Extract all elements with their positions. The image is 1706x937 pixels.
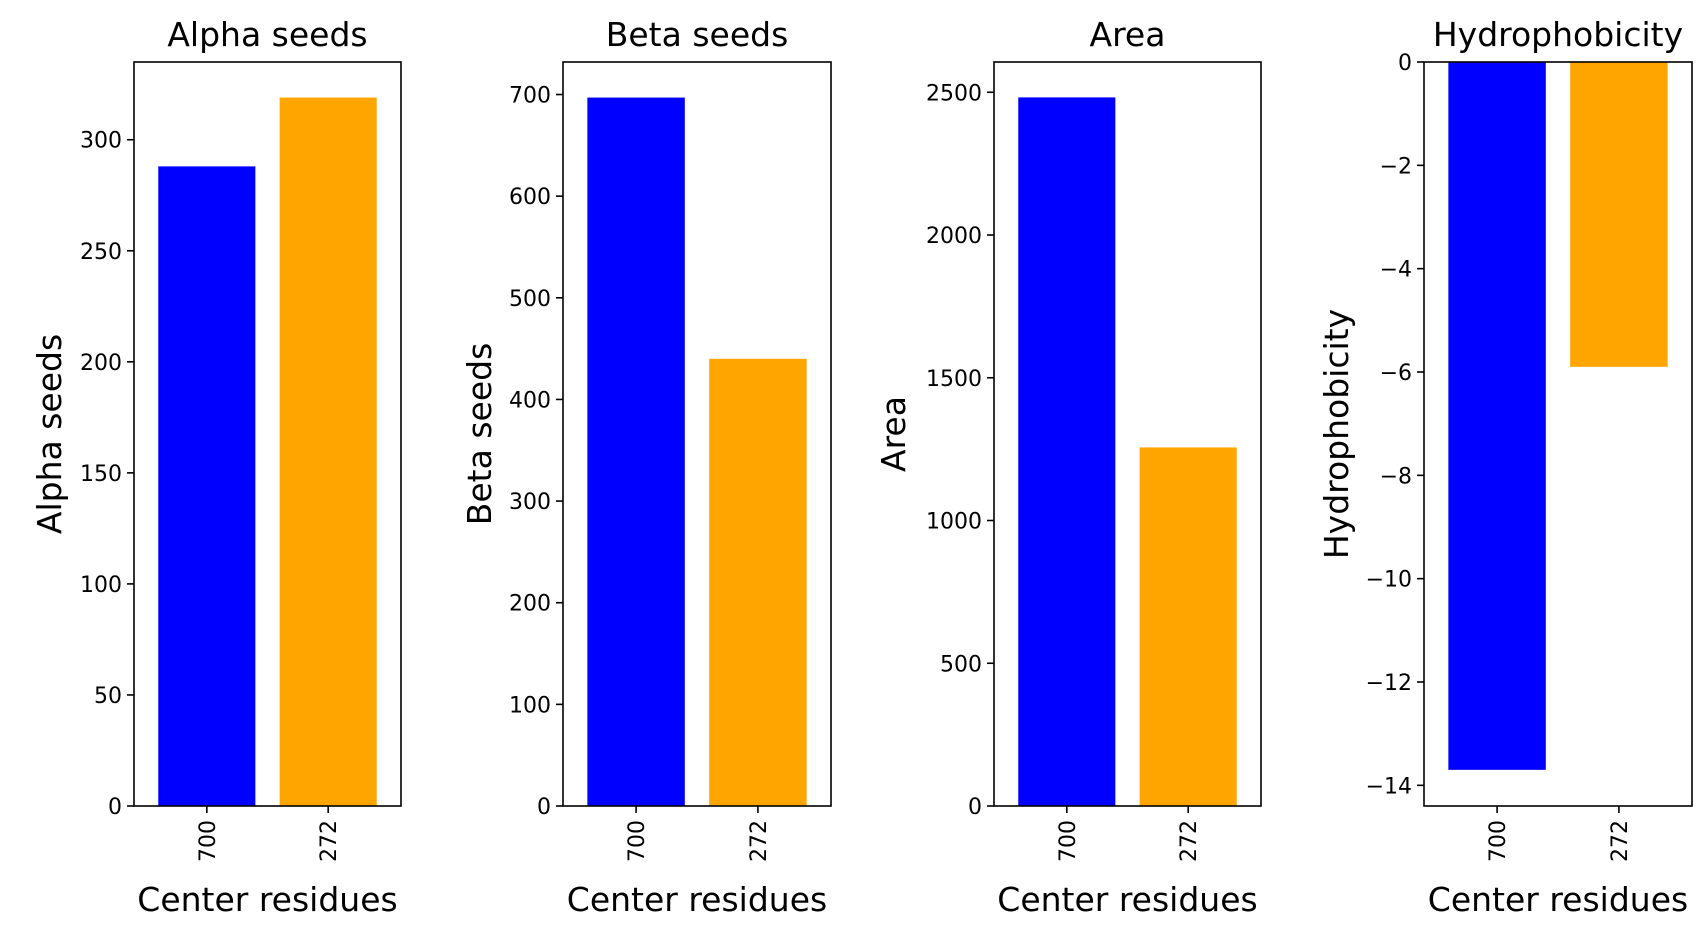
x-axis-label: Center residues <box>567 880 827 919</box>
y-tick-label: 200 <box>80 351 122 376</box>
plot-frame <box>993 61 1262 807</box>
y-tick-label: 600 <box>509 185 551 210</box>
y-tick-label: 0 <box>968 795 982 820</box>
y-tick-label: 100 <box>80 573 122 598</box>
y-tick-label: 500 <box>509 287 551 312</box>
y-tick-label: 700 <box>509 84 551 109</box>
y-tick-label: −10 <box>1366 568 1412 593</box>
bar-272 <box>709 358 807 806</box>
y-tick-label: 150 <box>80 462 122 487</box>
chart-panel-1: 0 50 100 150 200 250 300 700 272 Alpha seeds Cente… <box>30 15 402 919</box>
chart-title: Beta seeds <box>606 15 789 54</box>
y-tick-label: −6 <box>1380 361 1412 386</box>
y-tick-label: 0 <box>108 795 122 820</box>
y-tick-label: 2500 <box>926 81 982 106</box>
x-tick-label: 272 <box>317 820 342 862</box>
y-tick-label: −4 <box>1380 258 1412 283</box>
bar-272 <box>1139 447 1237 806</box>
y-tick-label: 100 <box>509 693 551 718</box>
y-tick-label: 50 <box>94 684 122 709</box>
x-tick-label: 272 <box>1177 820 1202 862</box>
chart-title: Area <box>1090 15 1166 54</box>
chart-panel-2: 0 100 200 300 400 500 600 700 700 272 Beta seeds Ce… <box>460 15 832 919</box>
x-tick-label: 700 <box>625 820 650 862</box>
y-axis-label: Beta seeds <box>460 343 499 526</box>
x-tick-label: 272 <box>747 820 772 862</box>
x-axis-label: Center residues <box>1428 880 1688 919</box>
y-tick-label: 400 <box>509 388 551 413</box>
bar-700 <box>587 97 685 806</box>
chart-panel-3: 0 500 1000 1500 2000 2500 700 272 Area Center res… <box>874 15 1262 919</box>
y-tick-label: 300 <box>509 490 551 515</box>
bar-272 <box>279 97 377 807</box>
y-tick-label: 200 <box>509 592 551 617</box>
y-axis-label: Area <box>874 396 913 472</box>
y-tick-label: 500 <box>940 652 982 677</box>
y-tick-label: −14 <box>1366 774 1412 799</box>
chart-panel-4: 0 −2 −4 −6 −8 −10 −12 −14 700 272 Hydrophobicity Ce… <box>1317 15 1693 919</box>
x-axis-label: Center residues <box>997 880 1257 919</box>
x-tick-label: 700 <box>1056 820 1081 862</box>
y-tick-label: 2000 <box>926 224 982 249</box>
y-tick-label: 0 <box>537 795 551 820</box>
y-axis-label: Hydrophobicity <box>1317 309 1356 559</box>
bar-700 <box>158 166 256 807</box>
y-tick-label: 1500 <box>926 367 982 392</box>
y-tick-label: −12 <box>1366 671 1412 696</box>
y-tick-label: 1000 <box>926 510 982 535</box>
y-tick-label: 250 <box>80 240 122 265</box>
x-axis-label: Center residues <box>137 880 397 919</box>
y-tick-label: −8 <box>1380 464 1412 489</box>
x-tick-label: 700 <box>1486 820 1511 862</box>
bar-272 <box>1570 62 1668 367</box>
y-tick-label: −2 <box>1380 154 1412 179</box>
bar-700 <box>1018 97 1116 807</box>
x-tick-label: 272 <box>1608 820 1633 862</box>
x-tick-label: 700 <box>196 820 221 862</box>
plot-frame <box>133 61 402 807</box>
y-tick-label: 300 <box>80 129 122 154</box>
chart-title: Alpha seeds <box>167 15 367 54</box>
plot-frame <box>1423 61 1693 807</box>
chart-title: Hydrophobicity <box>1433 15 1683 54</box>
bar-700 <box>1448 62 1546 770</box>
y-axis-label: Alpha seeds <box>30 334 69 534</box>
plot-frame <box>562 61 832 807</box>
y-tick-label: 0 <box>1398 51 1412 76</box>
